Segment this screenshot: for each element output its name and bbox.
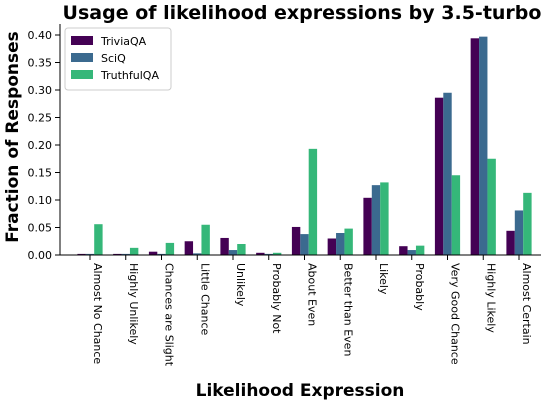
x-tick-label: Likely: [377, 263, 390, 295]
bar-triviaqa: [256, 252, 265, 255]
bar-truthfulqa: [272, 252, 282, 255]
bar-truthfulqa: [344, 228, 353, 255]
legend-swatch: [71, 53, 93, 62]
y-tick-label: 0.00: [28, 249, 53, 262]
bar-truthfulqa: [94, 224, 103, 255]
chart-title: Usage of likelihood expressions by 3.5-t…: [63, 2, 542, 24]
y-tick-label: 0.30: [28, 84, 53, 97]
y-tick-label: 0.05: [28, 222, 53, 235]
x-tick-label: Little Chance: [198, 263, 211, 336]
bar-truthfulqa: [129, 247, 139, 255]
y-tick-label: 0.15: [28, 167, 53, 180]
bar-triviaqa: [363, 197, 372, 255]
x-tick-label: Almost Certain: [520, 263, 533, 345]
bar-truthfulqa: [523, 192, 532, 255]
bar-sciq: [371, 185, 381, 255]
bar-truthfulqa: [380, 182, 389, 255]
bar-triviaqa: [77, 253, 86, 255]
legend-swatch: [71, 70, 93, 79]
bar-truthfulqa: [415, 245, 425, 255]
x-tick-label: Probably Not: [270, 263, 283, 334]
legend-label: TriviaQA: [100, 35, 147, 48]
bar-triviaqa: [327, 238, 337, 255]
legend-label: TruthfulQA: [100, 69, 159, 82]
x-tick-label: Highly Unlikely: [127, 263, 140, 345]
y-axis-title: Fraction of Responses: [3, 31, 23, 243]
bar-truthfulqa: [308, 148, 318, 255]
bar-sciq: [407, 250, 416, 255]
bar-sciq: [336, 233, 345, 255]
bar-sciq: [300, 234, 309, 255]
x-tick-label: Better than Even: [341, 263, 354, 356]
x-tick-label: Chances are Slight: [163, 263, 176, 367]
y-tick-label: 0.40: [28, 29, 53, 42]
bar-triviaqa: [470, 38, 480, 255]
legend-label: SciQ: [101, 52, 126, 65]
bar-truthfulqa: [237, 244, 246, 255]
bar-sciq: [514, 210, 524, 255]
bar-triviaqa: [220, 237, 229, 255]
bar-truthfulqa: [165, 242, 175, 255]
bar-triviaqa: [506, 230, 515, 255]
bar-sciq: [85, 253, 95, 255]
y-tick-label: 0.10: [28, 194, 53, 207]
legend-swatch: [71, 36, 93, 45]
x-tick-label: Probably: [413, 263, 426, 311]
bar-triviaqa: [148, 251, 158, 255]
bar-triviaqa: [434, 97, 444, 255]
legend: TriviaQA SciQ TruthfulQA: [64, 27, 172, 91]
bar-triviaqa: [113, 253, 122, 255]
bar-triviaqa: [184, 241, 194, 255]
x-tick-label: Highly Likely: [484, 263, 497, 333]
bar-sciq: [121, 253, 130, 255]
bar-sciq: [479, 36, 488, 256]
bar-sciq: [443, 92, 452, 255]
y-tick-label: 0.35: [28, 57, 53, 70]
x-tick-label: Very Good Chance: [449, 263, 462, 365]
bar-truthfulqa: [451, 175, 461, 255]
bar-truthfulqa: [487, 158, 496, 255]
bar-triviaqa: [291, 226, 301, 255]
x-tick-label: Unlikely: [234, 263, 247, 307]
x-tick-label: Almost No Chance: [91, 263, 104, 364]
bar-sciq: [157, 253, 166, 255]
x-axis-title: Likelihood Expression: [196, 381, 405, 400]
bar-sciq: [264, 253, 273, 255]
bar-triviaqa: [399, 246, 408, 255]
bar-truthfulqa: [201, 224, 210, 255]
bar-sciq: [193, 253, 202, 255]
plot-area: 0.00 0.05 0.10 0.15 0.20 0.25 0.30 0.35 0.40 Almo…: [28, 24, 541, 367]
x-tick-label: About Even: [306, 263, 319, 326]
y-tick-label: 0.25: [28, 112, 53, 125]
y-tick-label: 0.20: [28, 139, 53, 152]
bar-sciq: [228, 250, 238, 255]
